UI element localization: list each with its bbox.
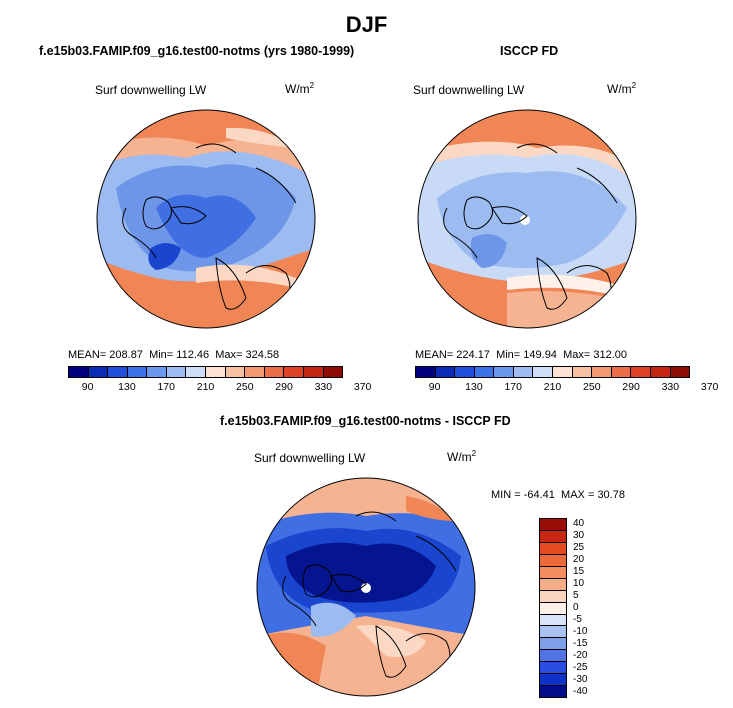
diff-colorbar-label: -30 [573,674,588,685]
diff-colorbar-label: -25 [573,662,588,673]
diff-colorbar-labels: 40 30 25 20 15 10 5 0 -5 -10 -15 -20 -25 -30 -40 [573,518,613,698]
diff-colorbar-swatch [540,626,566,639]
obs-colorbar-swatch [513,367,534,377]
diff-colorbar-swatch [540,638,566,651]
diff-colorbar-label: 5 [573,590,579,601]
diff-colorbar-label: 10 [573,578,585,589]
model-colorbar-swatch [69,367,89,377]
obs-colorbar-swatch [611,367,632,377]
model-colorbar-swatch [108,367,128,377]
model-colorbar-swatch [206,367,226,377]
obs-colorbar-swatch [650,367,671,377]
model-colorbar-tick: 370 [353,381,372,393]
model-variable-label: Surf downwelling LW [95,83,207,97]
obs-colorbar-swatch [670,367,690,377]
diff-colorbar-label: 15 [573,566,585,577]
diff-colorbar-swatch [540,602,566,615]
diff-colorbar-swatch [540,566,566,579]
diff-colorbar-swatch [540,554,566,567]
obs-colorbar-swatch [572,367,593,377]
diff-colorbar-swatch [540,578,566,591]
diff-colorbar-swatch [540,530,566,543]
obs-colorbar-tick: 370 [700,381,719,393]
diff-colorbar-swatch [540,650,566,663]
model-colorbar-tick: 290 [275,381,293,393]
model-colorbar-swatch [323,367,343,377]
model-colorbar-tick: 130 [118,381,136,393]
obs-stats: MEAN= 224.17 Min= 149.94 Max= 312.00 [415,349,627,361]
diff-panel-title: f.e15b03.FAMIP.f09_g16.test00-notms - IS… [220,414,511,428]
model-colorbar-swatch [245,367,265,377]
model-colorbar-swatch [284,367,304,377]
model-colorbar-ticks: 90 130 170 210 250 290 330 370 [68,381,372,395]
obs-colorbar-tick: 130 [465,381,483,393]
model-colorbar-tick: 330 [314,381,333,393]
diff-colorbar-label: 25 [573,542,585,553]
obs-colorbar-swatch [416,367,436,377]
diff-polar-map [256,477,476,697]
diff-colorbar-label: -20 [573,650,588,661]
model-colorbar-swatch [186,367,207,377]
model-colorbar-swatch [127,367,148,377]
obs-colorbar-swatch [435,367,456,377]
model-panel-title: f.e15b03.FAMIP.f09_g16.test00-notms (yrs… [39,44,355,58]
diff-colorbar-swatch [540,590,566,603]
obs-colorbar-tick: 170 [504,381,522,393]
diff-colorbar [539,518,567,698]
diff-colorbar-swatch [540,519,566,531]
obs-colorbar-swatch [553,367,573,377]
obs-polar-map [417,109,637,329]
obs-colorbar-swatch [533,367,554,377]
obs-units-label: W/m2 [607,81,637,96]
obs-colorbar-tick: 90 [428,381,441,393]
model-units-label: W/m2 [285,81,315,96]
obs-colorbar-swatch [455,367,475,377]
obs-colorbar-tick: 250 [583,381,601,393]
diff-colorbar-label: -40 [573,686,588,697]
diff-colorbar-label: 40 [573,518,585,529]
diff-colorbar-label: -10 [573,626,588,637]
obs-colorbar-swatch [631,367,651,377]
main-title: DJF [345,12,388,37]
diff-units-label: W/m2 [447,449,477,464]
diff-colorbar-label: 20 [573,554,585,565]
model-polar-map [96,109,316,329]
model-colorbar-tick: 210 [196,381,215,393]
diff-colorbar-swatch [540,686,566,698]
obs-colorbar-tick: 210 [543,381,562,393]
model-colorbar-tick: 170 [157,381,175,393]
model-colorbar-swatch [225,367,246,377]
diff-colorbar-label: 30 [573,530,585,541]
model-colorbar-swatch [303,367,324,377]
obs-colorbar-ticks: 90 130 170 210 250 290 330 370 [415,381,719,395]
model-colorbar-tick: 90 [81,381,94,393]
model-colorbar-swatch [88,367,109,377]
diff-colorbar-swatch [540,674,566,687]
model-colorbar-tick: 250 [236,381,254,393]
diff-stats: MIN = -64.41 MAX = 30.78 [491,489,625,501]
obs-colorbar-swatch [474,367,495,377]
model-colorbar-swatch [166,367,187,377]
model-stats: MEAN= 208.87 Min= 112.46 Max= 324.58 [68,349,280,361]
model-colorbar-swatch [264,367,285,377]
diff-colorbar-label: 0 [573,602,579,613]
diff-colorbar-label: -5 [573,614,582,625]
diff-variable-label: Surf downwelling LW [254,451,366,465]
diff-colorbar-label: -15 [573,638,588,649]
obs-variable-label: Surf downwelling LW [413,83,525,97]
diff-colorbar-swatch [540,662,566,675]
obs-colorbar [415,366,690,378]
obs-colorbar-tick: 290 [622,381,640,393]
obs-colorbar-swatch [494,367,514,377]
diff-colorbar-swatch [540,614,566,627]
obs-panel-title: ISCCP FD [500,44,559,58]
diff-colorbar-swatch [540,542,566,555]
model-colorbar [68,366,343,378]
model-colorbar-swatch [147,367,167,377]
obs-colorbar-swatch [592,367,612,377]
obs-colorbar-tick: 330 [661,381,680,393]
